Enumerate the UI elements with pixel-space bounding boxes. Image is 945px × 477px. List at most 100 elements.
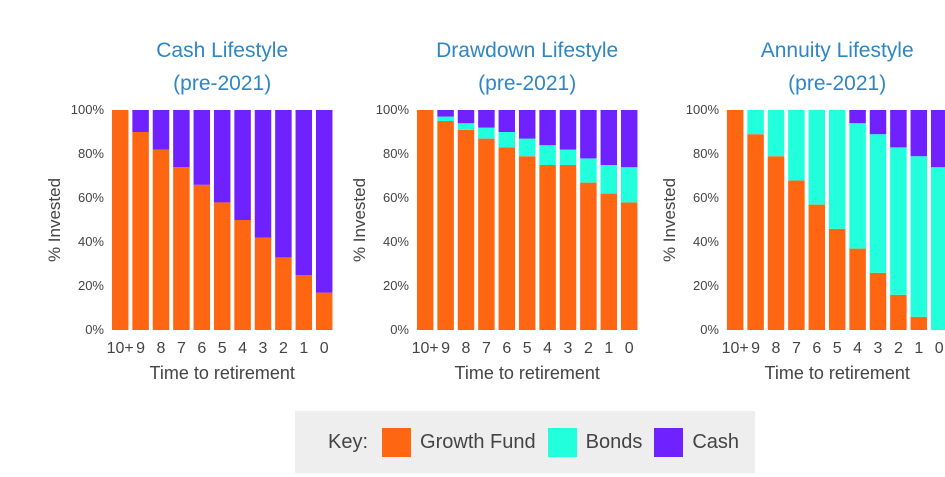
x-tick-label: 3 [259,340,268,357]
y-tick-label: 40% [693,234,719,249]
bar-growth-fund-1 [910,316,928,330]
bar-growth-fund-3 [559,165,577,330]
bar-cash-8 [457,110,475,124]
x-tick-label: 10+ [722,340,749,357]
bar-growth-fund-9 [747,134,764,330]
bar-cash-6 [193,110,211,185]
x-tick-label: 9 [441,340,450,357]
bar-bonds-1 [910,156,928,317]
bar-bonds-5 [518,138,536,157]
legend-swatch-cash [654,427,684,457]
legend-item-cash: Cash [654,427,739,457]
x-tick-label: 4 [238,340,247,357]
x-tick-label: 5 [833,340,842,357]
bar-growth-fund-7 [478,138,495,330]
bar-cash-2 [890,110,907,148]
x-tick-label: 1 [604,340,613,357]
bar-cash-1 [910,110,928,157]
y-tick-label: 80% [383,146,409,161]
bar-growth-fund-10 [111,110,129,330]
bar-cash-0 [620,110,638,168]
x-tick-label: 6 [812,340,821,357]
bar-growth-fund-8 [767,156,785,330]
bar-bonds-6 [498,132,516,148]
bar-growth-fund-4 [849,248,866,330]
y-tick-label: 0% [700,322,719,337]
bar-growth-fund-5 [828,228,846,330]
y-tick-label: 60% [78,190,104,205]
y-tick-label: 80% [78,146,104,161]
legend-key-label: Key: [328,430,369,453]
bar-growth-fund-5 [518,156,536,330]
x-tick-label: 1 [914,340,923,357]
y-tick-label: 60% [693,190,719,205]
x-tick-label: 9 [136,340,145,357]
bar-growth-fund-7 [788,180,805,330]
chart-title-line: Annuity Lifestyle [761,39,914,62]
bar-cash-9 [437,110,454,117]
legend-item-growth-fund: Growth Fund [382,427,536,457]
y-tick-label: 20% [78,278,104,293]
y-tick-label: 80% [693,146,719,161]
bar-growth-fund-0 [620,202,638,330]
bar-cash-1 [295,110,313,275]
y-tick-label: 100% [71,102,105,117]
bar-cash-2 [275,110,292,258]
bar-bonds-8 [457,123,475,130]
legend-label-bonds: Bonds [585,430,643,453]
bar-cash-3 [869,110,887,135]
y-tick-label: 0% [85,322,104,337]
y-tick-label: 40% [383,234,409,249]
x-tick-label: 2 [584,340,593,357]
x-tick-label: 8 [462,340,471,357]
x-tick-label: 0 [625,340,634,357]
bar-growth-fund-1 [600,193,618,330]
x-tick-label: 6 [197,340,206,357]
charts-area: Cash Lifestyle(pre-2021)0%20%40%60%80%10… [45,39,945,383]
bar-cash-4 [539,110,556,146]
x-tick-label: 2 [894,340,903,357]
x-tick-label: 7 [177,340,186,357]
x-tick-label: 4 [853,340,862,357]
x-tick-label: 8 [157,340,166,357]
bar-bonds-9 [437,116,454,121]
y-tick-label: 100% [686,102,720,117]
bar-growth-fund-4 [539,165,556,330]
bar-growth-fund-2 [580,182,597,330]
x-tick-label: 10+ [412,340,439,357]
bar-growth-fund-3 [254,237,272,330]
bar-bonds-1 [600,165,618,194]
bar-bonds-7 [788,110,805,181]
bar-bonds-2 [890,147,907,295]
x-tick-label: 2 [279,340,288,357]
bar-growth-fund-6 [808,204,826,330]
bar-growth-fund-9 [132,132,149,330]
bar-bonds-3 [869,134,887,273]
x-tick-label: 8 [772,340,781,357]
bar-growth-fund-9 [437,121,454,330]
x-tick-label: 0 [320,340,329,357]
y-axis-label: % Invested [660,178,679,262]
bar-cash-5 [518,110,536,139]
bar-growth-fund-5 [213,202,231,330]
chart-title-line: (pre-2021) [173,72,271,95]
bar-growth-fund-8 [457,129,475,330]
bar-growth-fund-10 [416,110,434,330]
bar-bonds-2 [580,158,597,183]
legend-swatch-bonds [547,427,577,457]
bar-growth-fund-6 [498,147,516,330]
bar-cash-5 [213,110,231,203]
bar-bonds-9 [747,110,764,135]
bar-cash-2 [580,110,597,159]
x-axis-label: Time to retirement [150,363,295,383]
x-tick-label: 0 [935,340,944,357]
y-axis-label: % Invested [45,178,64,262]
y-tick-label: 60% [383,190,409,205]
bar-growth-fund-7 [173,167,190,330]
legend-swatch-growth-fund [382,427,412,457]
y-tick-label: 20% [383,278,409,293]
y-tick-label: 100% [376,102,410,117]
bar-growth-fund-8 [152,149,170,330]
x-tick-label: 9 [751,340,760,357]
bar-growth-fund-0 [315,292,333,330]
